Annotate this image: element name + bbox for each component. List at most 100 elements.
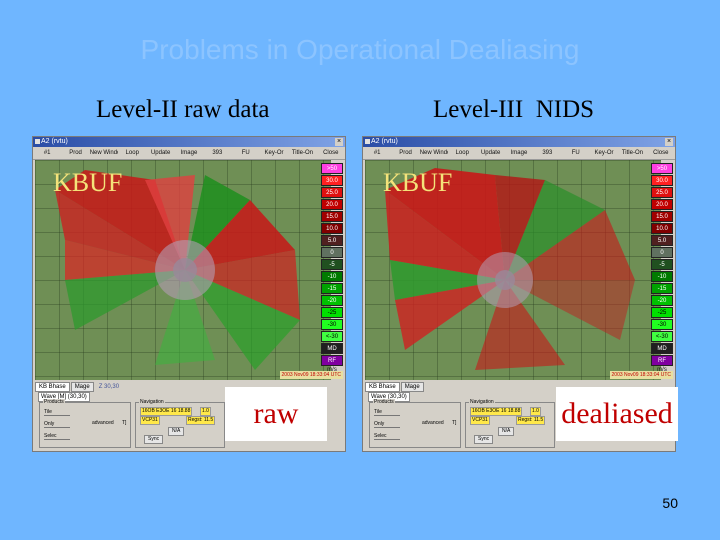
menu-item[interactable]: #1 [43,150,51,156]
tab-extra[interactable]: Z 30,30 [94,382,124,392]
sync-button[interactable]: Sync [474,435,494,444]
legend-item: -5 [651,259,673,270]
dealiased-label: dealiased [556,387,678,441]
app-icon [35,139,40,144]
navigation-group: Navigation 16OB E3OE 16 18.88 1.0 VCP31 … [465,399,555,448]
product-option[interactable]: Selec [44,433,70,440]
menu-item[interactable]: Update [150,150,171,156]
advanced-label: advanced [92,420,114,426]
menu-item[interactable]: #1 [373,150,381,156]
tab-image[interactable]: Mage [400,382,424,392]
product-option[interactable]: Tile [44,409,70,416]
menu-item[interactable]: Loop [455,150,469,156]
radar-velocity-image [55,170,300,370]
tab-base[interactable]: KB Bhase [365,382,400,392]
menu-item[interactable]: FU [241,150,250,156]
product-option[interactable]: Only [374,421,400,428]
raw-label: raw [225,387,327,441]
legend-item: 15.0 [651,211,673,222]
legend-item: 10.0 [321,223,343,234]
legend-item: 30.0 [321,175,343,186]
legend-item: 5.0 [651,235,673,246]
menu-item[interactable]: Title-On [621,150,643,156]
menu-item[interactable]: Key-Or [264,150,284,156]
legend-item: 20.0 [321,199,343,210]
color-legend: >50 30.0 25.0 20.0 15.0 10.0 5.0 0 -5 -1… [321,163,343,373]
legend-item: -20 [651,295,673,306]
nav-vcp-field[interactable]: VCP31 [140,416,160,425]
navigation-title: Navigation [139,399,165,405]
tab-bar: KB Bhase Mage Z 30,30 [35,382,124,392]
menu-item[interactable]: 393 [542,150,553,156]
legend-item: -30 [321,319,343,330]
close-icon[interactable]: × [665,138,673,146]
close-icon[interactable]: × [335,138,343,146]
menu-item[interactable]: Image [180,150,198,156]
legend-item: -25 [651,307,673,318]
nav-elevation-field[interactable]: 1.0 [530,407,541,416]
legend-item: 0 [651,247,673,258]
advanced-toggle[interactable]: T] [452,420,457,426]
advanced-toggle[interactable]: T] [122,420,127,426]
legend-item: MD [321,343,343,354]
radar-map[interactable]: KBUF [365,160,661,380]
product-option[interactable]: Only [44,421,70,428]
right-panel-label: Level-III NIDS [433,96,595,123]
radar-map[interactable]: KBUF [35,160,331,380]
menu-item[interactable]: New Window [89,150,118,156]
station-id: KBUF [53,168,123,197]
legend-item: -10 [321,271,343,282]
menu-item[interactable]: Key-Or [594,150,614,156]
legend-item: 10.0 [651,223,673,234]
menu-item[interactable]: Prod [399,150,412,156]
legend-units: m/s [327,367,337,373]
legend-item: -20 [321,295,343,306]
tab-base[interactable]: KB Bhase [35,382,70,392]
menu-item[interactable]: Close [323,150,339,156]
nav-request-field[interactable]: Regst: 11.5 [186,416,216,425]
products-group: Products Tile Only Selec advanced T] [369,399,461,448]
left-panel-label: Level-II raw data [96,96,270,123]
navigation-group: Navigation 16OB E3OE 16 18.88 1.0 VCP31 … [135,399,225,448]
timestamp: 2003 Nov09 18:33:04 UTC [279,371,343,379]
legend-units: m/s [657,367,667,373]
menu-item[interactable]: Close [653,150,669,156]
legend-item: -30 [651,319,673,330]
nav-elevation-field[interactable]: 1.0 [200,407,211,416]
legend-item: 5.0 [321,235,343,246]
legend-item: >50 [651,163,673,174]
window-title: A2 (rvtu) [41,138,68,145]
nav-vcp-field[interactable]: VCP31 [470,416,490,425]
sync-button[interactable]: Sync [144,435,164,444]
legend-item: 30.0 [651,175,673,186]
menu-item[interactable]: Title-On [291,150,313,156]
tab-image[interactable]: Mage [70,382,94,392]
legend-item: -25 [321,307,343,318]
menu-item[interactable]: FU [571,150,580,156]
menu-item[interactable]: Loop [125,150,139,156]
product-option[interactable]: Selec [374,433,400,440]
timestamp: 2003 Nov09 18:33:04 UTC [609,371,673,379]
nav-button[interactable]: N/A [498,427,515,436]
menu-item[interactable]: 393 [212,150,223,156]
legend-item: >50 [321,163,343,174]
menu-item[interactable]: Update [480,150,501,156]
product-option[interactable]: Tile [374,409,400,416]
menu-item[interactable]: New Window [419,150,448,156]
color-legend: >50 30.0 25.0 20.0 15.0 10.0 5.0 0 -5 -1… [651,163,673,373]
window-title: A2 (rvtu) [371,138,398,145]
products-group: Products Tile Only Selec advanced T] [39,399,131,448]
nav-datetime-field[interactable]: 16OB E3OE 16 18.88 [140,407,193,416]
menu-item[interactable]: Prod [69,150,82,156]
legend-item: -15 [651,283,673,294]
products-title: Products [43,399,65,405]
nav-request-field[interactable]: Regst: 11.5 [516,416,546,425]
radar-window-dealiased: A2 (rvtu) × #1 Prod New Window Loop Upda… [362,136,676,452]
page-number: 50 [662,495,678,511]
station-id: KBUF [383,168,453,197]
menu-item[interactable]: Image [510,150,528,156]
nav-button[interactable]: N/A [168,427,185,436]
menu-bar: #1 Prod New Window Loop Update Image 393… [33,147,345,160]
legend-item: 0 [321,247,343,258]
nav-datetime-field[interactable]: 16OB E3OE 16 18.88 [470,407,523,416]
